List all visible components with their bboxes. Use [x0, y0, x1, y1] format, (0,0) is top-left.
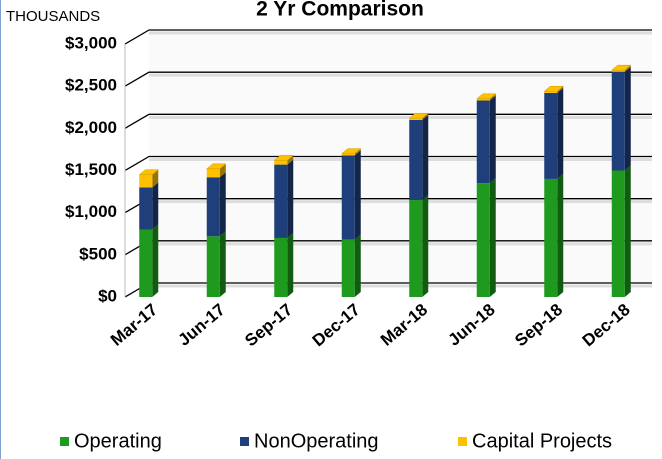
bar-segment	[544, 178, 558, 297]
x-tick-label: Jun-17	[175, 300, 229, 350]
bar-segment	[206, 168, 220, 178]
bar-segment	[206, 236, 220, 297]
y-tick-label: $500	[79, 244, 117, 263]
bar-segment	[274, 160, 288, 165]
bar-top	[206, 163, 227, 170]
legend-swatch	[240, 437, 249, 446]
bar-top	[408, 112, 429, 119]
bar-segment	[409, 118, 423, 120]
y-tick-label: $1,000	[65, 202, 117, 221]
legend-label: Operating	[74, 430, 162, 452]
x-tick-label: Dec-18	[579, 300, 634, 350]
bar-segment	[206, 177, 220, 237]
bar-segment	[341, 153, 355, 156]
bar-side	[489, 178, 496, 297]
bar-segment	[139, 187, 153, 230]
x-tick-label: Jun-18	[445, 300, 499, 350]
bar-side	[557, 87, 564, 179]
chart-title: 2 Yr Comparison	[256, 0, 424, 21]
bar-segment	[611, 70, 625, 72]
bar-segment	[611, 170, 625, 297]
bar-top	[341, 148, 362, 154]
bar-side	[557, 86, 564, 93]
bar-side	[287, 159, 294, 238]
bar-segment	[139, 229, 153, 297]
grid-line	[124, 71, 652, 87]
bar-side	[219, 231, 226, 297]
bar-side	[489, 93, 496, 101]
bar-segment	[139, 174, 153, 188]
x-tick-label: Mar-18	[377, 300, 431, 350]
bar-top	[543, 85, 564, 92]
y-tick-label: $1,500	[65, 160, 117, 179]
bar-segment	[476, 100, 490, 184]
bar-side	[624, 65, 631, 72]
bar-side	[489, 95, 496, 184]
unit-label: THOUSANDS	[6, 8, 100, 25]
x-tick-label: Dec-17	[309, 300, 364, 350]
bar-side	[219, 172, 226, 237]
bar-side	[624, 66, 631, 171]
bar-top	[611, 64, 632, 71]
bar-segment	[409, 200, 423, 297]
grid-line	[124, 29, 652, 45]
bar-segment	[341, 155, 355, 240]
bar-side	[152, 169, 159, 188]
bar-top	[273, 155, 294, 161]
bar-segment	[544, 91, 558, 93]
bar-side	[422, 195, 429, 297]
bar-segment	[274, 164, 288, 238]
bar-side	[287, 232, 294, 297]
bar-side	[354, 234, 361, 297]
bar-segment	[544, 92, 558, 179]
bar-side	[354, 150, 361, 240]
legend-label: NonOperating	[254, 430, 379, 452]
bar-side	[422, 113, 429, 120]
bar-side	[152, 182, 159, 230]
bar-side	[152, 224, 159, 297]
bar-side	[624, 165, 631, 297]
bar-side	[557, 173, 564, 297]
x-tick-label: Sep-18	[511, 300, 566, 350]
bar-segment	[409, 119, 423, 201]
legend-swatch	[458, 437, 467, 446]
y-tick-label: $0	[98, 286, 117, 305]
bar-segment	[341, 239, 355, 297]
bar-side	[422, 114, 429, 201]
y-tick-label: $3,000	[65, 33, 117, 52]
bar-segment	[611, 71, 625, 171]
x-tick-label: Mar-17	[107, 300, 161, 350]
bar-top	[138, 169, 159, 175]
legend-label: Capital Projects	[472, 430, 612, 452]
y-tick-label: $2,000	[65, 118, 117, 137]
bar-segment	[476, 183, 490, 297]
y-tick-label: $2,500	[65, 76, 117, 95]
bar-side	[287, 155, 294, 165]
x-tick-label: Sep-17	[241, 300, 296, 350]
bar-top	[476, 93, 497, 100]
bar-segment	[274, 237, 288, 297]
bar-side	[354, 148, 361, 156]
bar-side	[219, 163, 226, 178]
legend-swatch	[60, 437, 69, 446]
bar-segment	[476, 98, 490, 101]
